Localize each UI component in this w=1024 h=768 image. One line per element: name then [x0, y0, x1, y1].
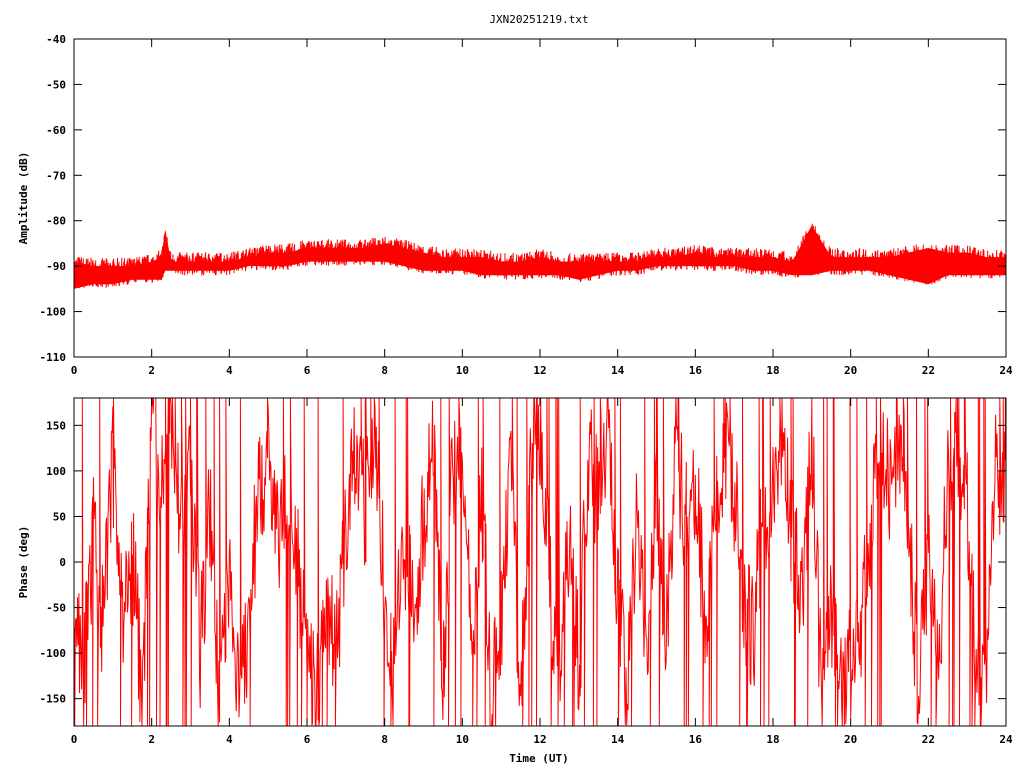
- phase-x-axis-label: Time (UT): [509, 752, 569, 765]
- amplitude-y-tick-label: -100: [40, 306, 67, 319]
- amplitude-y-tick-label: -80: [46, 215, 66, 228]
- phase-x-tick-label: 2: [148, 733, 155, 746]
- amplitude-series: [74, 223, 1006, 290]
- amplitude-y-tick-label: -70: [46, 169, 66, 182]
- amplitude-y-tick-label: -60: [46, 124, 66, 137]
- phase-y-tick-label: 100: [46, 465, 66, 478]
- amplitude-plot-frame: [73, 38, 1007, 358]
- amplitude-y-ticks: -110 -100 -90 -80 -70 -60 -50 -40: [40, 33, 1006, 364]
- phase-x-tick-label: 16: [689, 733, 703, 746]
- phase-x-tick-label: 6: [304, 733, 311, 746]
- phase-y-tick-label: -100: [40, 647, 67, 660]
- amplitude-y-tick-label: -90: [46, 260, 66, 273]
- amplitude-y-axis-label: Amplitude (dB): [17, 152, 30, 245]
- phase-y-tick-label: 0: [59, 556, 66, 569]
- phase-trace: [74, 398, 1006, 726]
- amplitude-x-tick-label: 10: [456, 364, 469, 377]
- amplitude-x-tick-label: 12: [533, 364, 546, 377]
- phase-y-axis-label: Phase (deg): [17, 526, 30, 599]
- phase-x-tick-label: 24: [999, 733, 1013, 746]
- amplitude-x-tick-label: 22: [922, 364, 935, 377]
- phase-x-tick-label: 14: [611, 733, 625, 746]
- phase-x-tick-label: 12: [533, 733, 546, 746]
- phase-y-ticks: -150 -100 -50 0 50 100 150: [40, 419, 1006, 706]
- amplitude-x-tick-label: 18: [766, 364, 779, 377]
- phase-y-tick-label: -150: [40, 693, 67, 706]
- chart-title: JXN20251219.txt: [489, 13, 588, 26]
- amplitude-trace: [74, 223, 1006, 290]
- phase-series: [74, 398, 1006, 726]
- amplitude-x-ticks: 0 2 4 6 8 10 12 14 16 18 20 22 24: [71, 39, 1013, 377]
- amplitude-x-tick-label: 6: [304, 364, 311, 377]
- amplitude-y-tick-label: -50: [46, 78, 66, 91]
- amplitude-y-tick-label: -110: [40, 351, 67, 364]
- amplitude-x-tick-label: 2: [148, 364, 155, 377]
- phase-x-tick-label: 10: [456, 733, 469, 746]
- amplitude-x-tick-label: 16: [689, 364, 703, 377]
- phase-y-tick-label: 150: [46, 419, 66, 432]
- phase-x-tick-label: 20: [844, 733, 857, 746]
- phase-x-ticks: 0 2 4 6 8 10 12 14 16 18 20 22 24: [71, 398, 1013, 746]
- amplitude-x-tick-label: 4: [226, 364, 233, 377]
- amplitude-x-tick-label: 24: [999, 364, 1013, 377]
- amplitude-x-tick-label: 8: [381, 364, 388, 377]
- phase-x-tick-label: 8: [381, 733, 388, 746]
- amplitude-x-tick-label: 14: [611, 364, 625, 377]
- phase-y-tick-label: 50: [53, 510, 66, 523]
- phase-x-tick-label: 18: [766, 733, 779, 746]
- phase-x-tick-label: 4: [226, 733, 233, 746]
- phase-y-tick-label: -50: [46, 602, 66, 615]
- amplitude-y-tick-label: -40: [46, 33, 66, 46]
- amplitude-x-tick-label: 0: [71, 364, 78, 377]
- phase-x-tick-label: 0: [71, 733, 78, 746]
- amplitude-x-tick-label: 20: [844, 364, 857, 377]
- phase-x-tick-label: 22: [922, 733, 935, 746]
- amplitude-panel: -110-100-90-80-70-60-50-40 0 2 4 6 8 10 12 14 16…: [17, 33, 1013, 377]
